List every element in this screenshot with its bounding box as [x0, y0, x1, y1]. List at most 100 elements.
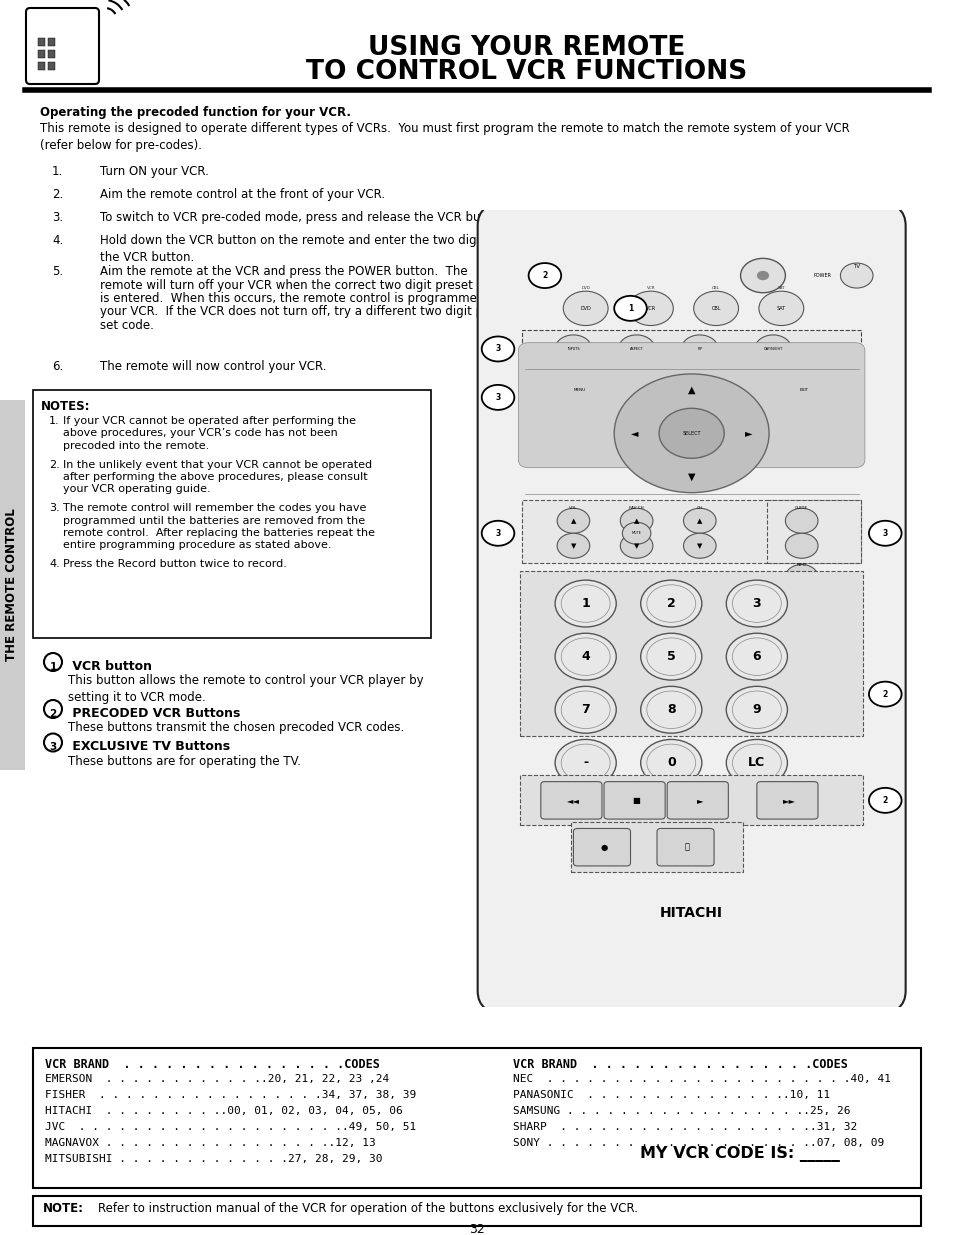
Text: SAT: SAT: [776, 306, 785, 311]
Circle shape: [784, 509, 817, 534]
Text: FISHER  . . . . . . . . . . . . . . . . .34, 37, 38, 39: FISHER . . . . . . . . . . . . . . . . .…: [45, 1091, 416, 1100]
Circle shape: [646, 638, 695, 676]
Circle shape: [784, 534, 817, 558]
Circle shape: [756, 270, 768, 280]
Bar: [48, 62, 55, 70]
Circle shape: [725, 687, 786, 734]
Text: HITACHI  . . . . . . . . ..00, 01, 02, 03, 04, 05, 06: HITACHI . . . . . . . . ..00, 01, 02, 03…: [45, 1107, 402, 1116]
FancyBboxPatch shape: [26, 7, 99, 84]
Text: FAV CH: FAV CH: [629, 506, 643, 510]
Circle shape: [555, 580, 616, 627]
Bar: [33, 390, 431, 638]
Text: DVD: DVD: [580, 287, 590, 290]
Circle shape: [640, 580, 701, 627]
Text: JVC  . . . . . . . . . . . . . . . . . . . ..49, 50, 51: JVC . . . . . . . . . . . . . . . . . . …: [45, 1123, 416, 1132]
Text: EXIT: EXIT: [799, 388, 807, 391]
Text: programmed until the batteries are removed from the: programmed until the batteries are remov…: [63, 515, 365, 526]
Text: 3: 3: [752, 597, 760, 610]
FancyBboxPatch shape: [520, 571, 862, 736]
FancyBboxPatch shape: [522, 500, 860, 563]
Text: 1: 1: [627, 304, 633, 312]
Text: USING YOUR REMOTE: USING YOUR REMOTE: [368, 35, 685, 61]
Circle shape: [618, 335, 655, 363]
Text: GUIDE: GUIDE: [794, 506, 807, 510]
Text: after performing the above procedures, please consult: after performing the above procedures, p…: [63, 472, 367, 482]
Text: INPUTS: INPUTS: [566, 347, 579, 351]
Circle shape: [646, 692, 695, 729]
Circle shape: [481, 385, 514, 410]
Text: 2.: 2.: [49, 459, 60, 469]
Circle shape: [557, 534, 589, 558]
Text: 2: 2: [666, 597, 675, 610]
Bar: [38, 62, 45, 70]
Text: -: -: [582, 756, 588, 769]
Text: precoded into the remote.: precoded into the remote.: [63, 441, 209, 451]
Bar: [48, 49, 55, 58]
Circle shape: [621, 522, 650, 545]
Text: 3.: 3.: [52, 211, 63, 224]
Circle shape: [758, 291, 802, 326]
Text: 6: 6: [752, 650, 760, 663]
Text: Press the Record button twice to record.: Press the Record button twice to record.: [63, 559, 287, 569]
Text: 3: 3: [495, 345, 500, 353]
Circle shape: [680, 335, 718, 363]
Circle shape: [44, 700, 62, 718]
Circle shape: [628, 291, 673, 326]
Circle shape: [732, 638, 781, 676]
FancyBboxPatch shape: [603, 782, 664, 819]
Bar: [48, 38, 55, 46]
Text: SELECT: SELECT: [681, 431, 700, 436]
Circle shape: [44, 653, 62, 671]
Text: 6.: 6.: [52, 359, 63, 373]
Bar: [33, 1049, 920, 1188]
Bar: [33, 1195, 920, 1226]
Text: remote will turn off your VCR when the correct two digit preset code: remote will turn off your VCR when the c…: [100, 279, 504, 291]
Circle shape: [693, 291, 738, 326]
Text: 1.: 1.: [52, 165, 63, 178]
Circle shape: [725, 740, 786, 787]
Text: Turn ON your VCR.: Turn ON your VCR.: [100, 165, 209, 178]
Text: ►: ►: [696, 795, 702, 805]
Text: ◄: ◄: [630, 429, 638, 438]
Text: your VCR operating guide.: your VCR operating guide.: [63, 484, 211, 494]
Text: remote control.  After replacing the batteries repeat the: remote control. After replacing the batt…: [63, 529, 375, 538]
Text: ■: ■: [632, 795, 639, 805]
Text: LC: LC: [747, 756, 764, 769]
Circle shape: [481, 336, 514, 362]
Circle shape: [725, 580, 786, 627]
Text: ▲: ▲: [697, 517, 701, 524]
Text: CBL: CBL: [711, 287, 720, 290]
Text: 8: 8: [666, 703, 675, 716]
Text: 5.: 5.: [52, 266, 63, 278]
Text: If your VCR cannot be operated after performing the: If your VCR cannot be operated after per…: [63, 416, 355, 426]
Text: ●: ●: [599, 842, 607, 852]
Text: The remote will now control your VCR.: The remote will now control your VCR.: [100, 359, 326, 373]
Text: ASPECT: ASPECT: [629, 347, 642, 351]
Circle shape: [868, 682, 901, 706]
FancyBboxPatch shape: [522, 330, 860, 368]
Text: In the unlikely event that your VCR cannot be operated: In the unlikely event that your VCR cann…: [63, 459, 372, 469]
Circle shape: [640, 740, 701, 787]
Text: SAMSUNG . . . . . . . . . . . . . . . . . ..25, 26: SAMSUNG . . . . . . . . . . . . . . . . …: [513, 1107, 850, 1116]
Circle shape: [868, 788, 901, 813]
Text: DVD: DVD: [579, 306, 591, 311]
Text: Refer to instruction manual of the VCR for operation of the buttons exclusively : Refer to instruction manual of the VCR f…: [98, 1202, 638, 1215]
Text: PIP: PIP: [697, 347, 701, 351]
Circle shape: [682, 534, 716, 558]
Text: your VCR.  If the VCR does not turn off, try a different two digit pre-: your VCR. If the VCR does not turn off, …: [100, 305, 499, 319]
Circle shape: [614, 296, 646, 321]
Text: 3: 3: [495, 393, 500, 401]
Text: TV: TV: [852, 264, 860, 269]
Circle shape: [528, 263, 560, 288]
Circle shape: [44, 734, 62, 752]
Text: VCR BRAND  . . . . . . . . . . . . . . . .CODES: VCR BRAND . . . . . . . . . . . . . . . …: [45, 1058, 379, 1071]
Text: NOTE:: NOTE:: [43, 1202, 84, 1215]
Circle shape: [555, 687, 616, 734]
Text: VCR: VCR: [645, 306, 656, 311]
Circle shape: [868, 521, 901, 546]
Text: 1.: 1.: [49, 416, 59, 426]
Circle shape: [784, 564, 817, 589]
FancyBboxPatch shape: [477, 203, 904, 1014]
Text: 3: 3: [50, 742, 56, 752]
Text: 2: 2: [541, 270, 547, 280]
